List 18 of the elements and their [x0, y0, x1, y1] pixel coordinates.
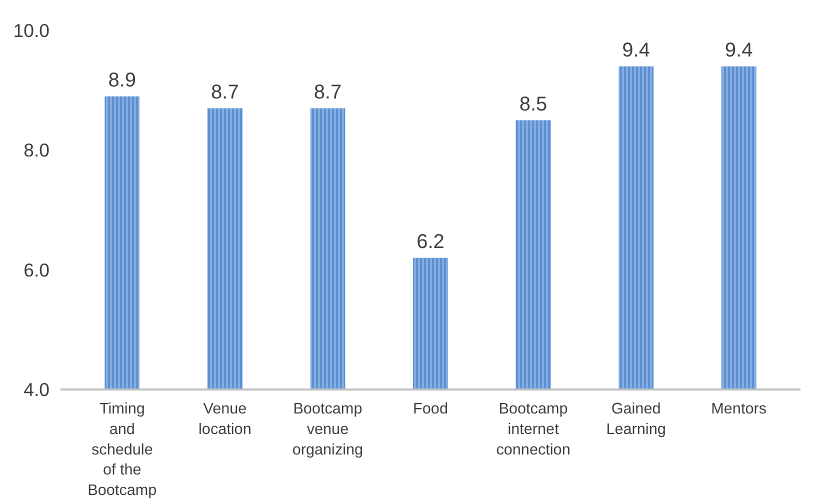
- x-tick-label: Mentors: [711, 400, 767, 418]
- y-tick-label: 8.0: [24, 140, 50, 161]
- x-tick-label: Venue location: [198, 400, 252, 438]
- data-label: 9.4: [724, 39, 753, 62]
- data-label: 8.9: [108, 69, 136, 92]
- x-tick-label: Food: [413, 400, 448, 418]
- x-tick-label: Bootcamp venue organizing: [292, 400, 364, 458]
- data-label: 8.5: [519, 93, 548, 116]
- data-label: 8.7: [314, 81, 342, 104]
- data-label: 6.2: [416, 230, 444, 253]
- y-tick-label: 4.0: [24, 379, 50, 400]
- x-tick-label: Gained Learning: [606, 400, 666, 438]
- x-tick-label: Bootcamp internet connection: [496, 400, 570, 458]
- data-label: 9.4: [622, 39, 650, 62]
- x-tick-label: Timing and schedule of the Bootcamp: [88, 400, 157, 500]
- y-tick-label: 6.0: [24, 259, 50, 280]
- data-label: 8.7: [211, 81, 239, 104]
- y-tick-label: 10.0: [13, 20, 50, 41]
